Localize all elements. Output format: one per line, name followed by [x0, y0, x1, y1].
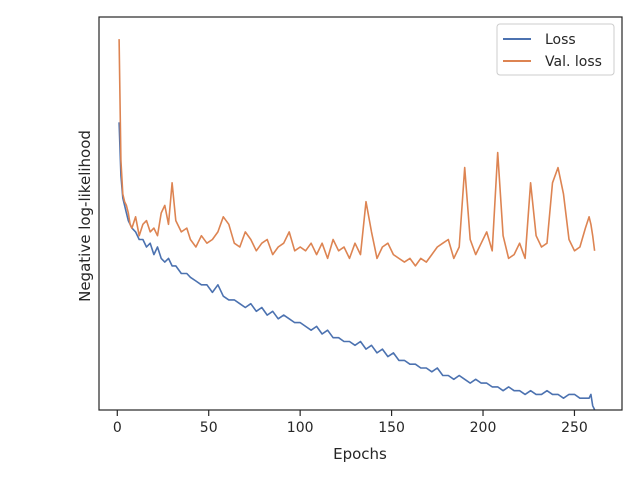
y-axis-label: Negative log-likelihood: [76, 130, 94, 302]
series-layer: [118, 39, 596, 410]
x-tick-label: 200: [470, 420, 497, 436]
x-tick-label: 50: [200, 420, 218, 436]
x-axis: 0 50 100 150 200 250: [113, 410, 588, 436]
x-tick-label: 250: [561, 420, 588, 436]
legend-label-val-loss: Val. loss: [545, 54, 602, 70]
x-axis-label: Epochs: [333, 445, 387, 463]
x-tick-label: 0: [113, 420, 122, 436]
x-tick-label: 150: [378, 420, 405, 436]
plot-frame: [98, 16, 623, 411]
legend-box: [496, 23, 615, 76]
series-line-val-loss: [118, 39, 596, 267]
x-tick-label: 100: [287, 420, 314, 436]
legend: Loss Val. loss: [496, 23, 615, 76]
legend-label-loss: Loss: [545, 32, 576, 48]
series-line-loss: [118, 122, 596, 410]
